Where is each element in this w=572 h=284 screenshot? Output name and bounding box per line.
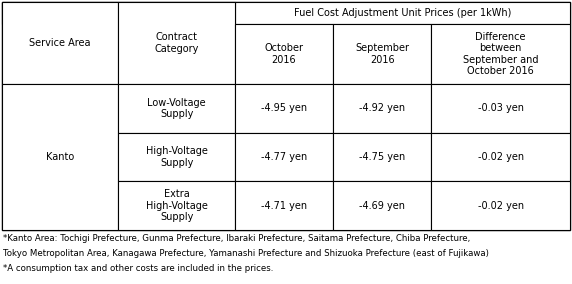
Text: -0.03 yen: -0.03 yen (478, 103, 524, 113)
Bar (2, 84, 118, 230)
Bar (333, 133, 431, 181)
Bar (431, 24, 570, 84)
Text: -4.71 yen: -4.71 yen (261, 201, 307, 211)
Text: Contract
Category: Contract Category (154, 32, 199, 54)
Bar (235, 2, 570, 24)
Text: -0.02 yen: -0.02 yen (478, 152, 524, 162)
Text: Service Area: Service Area (30, 38, 91, 48)
Text: -4.69 yen: -4.69 yen (359, 201, 406, 211)
Bar (235, 133, 333, 181)
Text: *Kanto Area: Tochigi Prefecture, Gunma Prefecture, Ibaraki Prefecture, Saitama P: *Kanto Area: Tochigi Prefecture, Gunma P… (3, 234, 470, 243)
Bar (2, 2, 570, 230)
Text: -4.95 yen: -4.95 yen (261, 103, 307, 113)
Bar (118, 133, 235, 181)
Text: September
2016: September 2016 (355, 43, 410, 65)
Bar (118, 84, 235, 133)
Bar (235, 181, 333, 230)
Text: -0.02 yen: -0.02 yen (478, 201, 524, 211)
Bar (333, 24, 431, 84)
Bar (431, 84, 570, 133)
Bar (118, 2, 235, 24)
Text: October
2016: October 2016 (264, 43, 304, 65)
Text: Difference
between
September and
October 2016: Difference between September and October… (463, 32, 538, 76)
Text: -4.92 yen: -4.92 yen (359, 103, 406, 113)
Bar (333, 84, 431, 133)
Text: Tokyo Metropolitan Area, Kanagawa Prefecture, Yamanashi Prefecture and Shizuoka : Tokyo Metropolitan Area, Kanagawa Prefec… (3, 249, 489, 258)
Bar (333, 181, 431, 230)
Bar (235, 24, 333, 84)
Bar (431, 181, 570, 230)
Bar (235, 84, 333, 133)
Text: Extra
High-Voltage
Supply: Extra High-Voltage Supply (146, 189, 208, 222)
Text: High-Voltage
Supply: High-Voltage Supply (146, 146, 208, 168)
Bar (118, 181, 235, 230)
Bar (118, 2, 235, 84)
Bar (2, 2, 118, 84)
Bar (431, 133, 570, 181)
Text: Low-Voltage
Supply: Low-Voltage Supply (148, 97, 206, 119)
Text: -4.75 yen: -4.75 yen (359, 152, 406, 162)
Bar (2, 2, 118, 24)
Text: Kanto: Kanto (46, 152, 74, 162)
Text: Fuel Cost Adjustment Unit Prices (per 1kWh): Fuel Cost Adjustment Unit Prices (per 1k… (294, 8, 511, 18)
Text: *A consumption tax and other costs are included in the prices.: *A consumption tax and other costs are i… (3, 264, 273, 273)
Text: -4.77 yen: -4.77 yen (261, 152, 307, 162)
